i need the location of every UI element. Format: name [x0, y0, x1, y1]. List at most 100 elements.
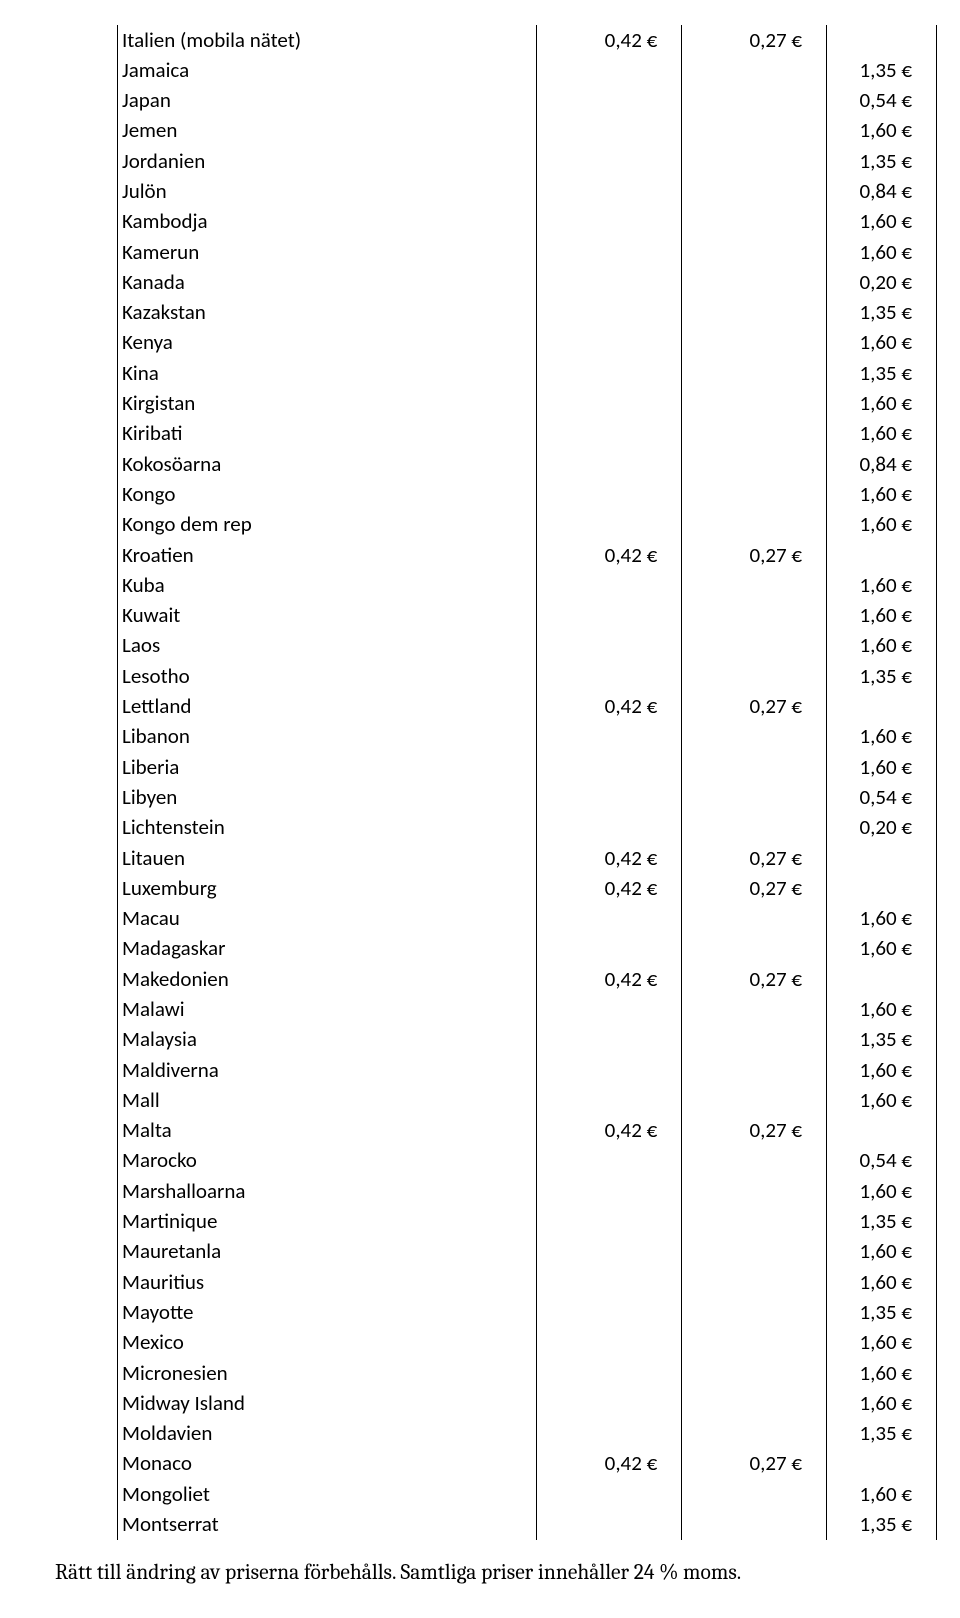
- price-col2: [682, 1176, 827, 1206]
- country-cell: Mexico: [118, 1328, 537, 1358]
- price-col1: 0,42 €: [537, 540, 682, 570]
- price-col1: [537, 237, 682, 267]
- price-col2: [682, 267, 827, 297]
- table-row: Malta0,42 €0,27 €: [118, 1116, 937, 1146]
- price-col3: [827, 540, 937, 570]
- country-cell: Jamaica: [118, 55, 537, 85]
- price-col1: [537, 1297, 682, 1327]
- country-cell: Midway Island: [118, 1388, 537, 1418]
- price-col1: [537, 934, 682, 964]
- country-cell: Luxemburg: [118, 873, 537, 903]
- price-col1: [537, 1176, 682, 1206]
- price-col1: [537, 419, 682, 449]
- table-row: Kiribati1,60 €: [118, 419, 937, 449]
- table-row: Kroatien0,42 €0,27 €: [118, 540, 937, 570]
- table-row: Maldiverna1,60 €: [118, 1055, 937, 1085]
- price-col1: 0,42 €: [537, 964, 682, 994]
- table-row: Monaco0,42 €0,27 €: [118, 1449, 937, 1479]
- price-col1: [537, 1146, 682, 1176]
- price-col2: [682, 934, 827, 964]
- country-cell: Mauritius: [118, 1267, 537, 1297]
- price-col1: [537, 601, 682, 631]
- price-col3: 1,60 €: [827, 1267, 937, 1297]
- table-row: Marshalloarna1,60 €: [118, 1176, 937, 1206]
- table-row: Madagaskar1,60 €: [118, 934, 937, 964]
- country-cell: Mauretanla: [118, 1237, 537, 1267]
- price-col1: 0,42 €: [537, 1116, 682, 1146]
- price-col2: [682, 479, 827, 509]
- country-cell: Mall: [118, 1085, 537, 1115]
- price-col3: 1,60 €: [827, 237, 937, 267]
- price-col1: [537, 1267, 682, 1297]
- country-cell: Martinique: [118, 1207, 537, 1237]
- price-col3: 1,35 €: [827, 358, 937, 388]
- price-col1: [537, 479, 682, 509]
- table-row: Mauritius 1,60 €: [118, 1267, 937, 1297]
- price-col1: [537, 782, 682, 812]
- price-table: Italien (mobila nätet)0,42 €0,27 €Jamaic…: [117, 25, 937, 1540]
- table-row: Marocko 0,54 €: [118, 1146, 937, 1176]
- price-col1: [537, 1358, 682, 1388]
- country-cell: Malawi: [118, 995, 537, 1025]
- price-col3: [827, 25, 937, 55]
- table-row: Kirgistan1,60 €: [118, 389, 937, 419]
- country-cell: Litauen: [118, 843, 537, 873]
- price-col1: 0,42 €: [537, 873, 682, 903]
- price-col1: [537, 661, 682, 691]
- table-row: Lettland0,42 €0,27 €: [118, 692, 937, 722]
- price-col2: [682, 631, 827, 661]
- price-col3: 0,84 €: [827, 176, 937, 206]
- price-col3: [827, 873, 937, 903]
- price-col2: 0,27 €: [682, 843, 827, 873]
- country-cell: Japan: [118, 86, 537, 116]
- country-cell: Mongoliet: [118, 1479, 537, 1509]
- price-col3: 1,35 €: [827, 1025, 937, 1055]
- price-col1: [537, 510, 682, 540]
- price-col3: 1,35 €: [827, 1297, 937, 1327]
- price-col2: [682, 1025, 827, 1055]
- price-col2: [682, 722, 827, 752]
- price-col1: [537, 176, 682, 206]
- price-col3: 0,54 €: [827, 1146, 937, 1176]
- price-col2: [682, 904, 827, 934]
- country-cell: Maldiverna: [118, 1055, 537, 1085]
- country-cell: Italien (mobila nätet): [118, 25, 537, 55]
- country-cell: Kenya: [118, 328, 537, 358]
- price-col1: [537, 267, 682, 297]
- price-col3: [827, 1449, 937, 1479]
- country-cell: Lesotho: [118, 661, 537, 691]
- price-col2: [682, 1328, 827, 1358]
- price-col2: [682, 601, 827, 631]
- price-col3: 1,60 €: [827, 631, 937, 661]
- table-row: Micronesien1,60 €: [118, 1358, 937, 1388]
- price-col1: [537, 55, 682, 85]
- table-row: Macau1,60 €: [118, 904, 937, 934]
- price-col3: 1,60 €: [827, 328, 937, 358]
- price-col3: 1,60 €: [827, 904, 937, 934]
- price-col1: [537, 328, 682, 358]
- price-col3: [827, 1116, 937, 1146]
- price-col3: 1,60 €: [827, 722, 937, 752]
- table-row: Julön0,84 €: [118, 176, 937, 206]
- country-cell: Marocko: [118, 1146, 537, 1176]
- table-row: Kambodja1,60 €: [118, 207, 937, 237]
- table-row: Kokosöarna0,84 €: [118, 449, 937, 479]
- country-cell: Kina: [118, 358, 537, 388]
- country-cell: Laos: [118, 631, 537, 661]
- price-col2: [682, 116, 827, 146]
- country-cell: Kamerun: [118, 237, 537, 267]
- country-cell: Marshalloarna: [118, 1176, 537, 1206]
- table-row: Jordanien1,35 €: [118, 146, 937, 176]
- price-col2: [682, 1085, 827, 1115]
- price-col1: [537, 904, 682, 934]
- price-col3: 1,60 €: [827, 1085, 937, 1115]
- price-col1: [537, 358, 682, 388]
- price-col3: 1,60 €: [827, 116, 937, 146]
- table-row: Moldavien1,35 €: [118, 1419, 937, 1449]
- price-col3: 1,60 €: [827, 934, 937, 964]
- country-cell: Kroatien: [118, 540, 537, 570]
- country-cell: Montserrat: [118, 1510, 537, 1540]
- table-row: Kuba1,60 €: [118, 570, 937, 600]
- price-col1: [537, 207, 682, 237]
- table-row: Malaysia1,35 €: [118, 1025, 937, 1055]
